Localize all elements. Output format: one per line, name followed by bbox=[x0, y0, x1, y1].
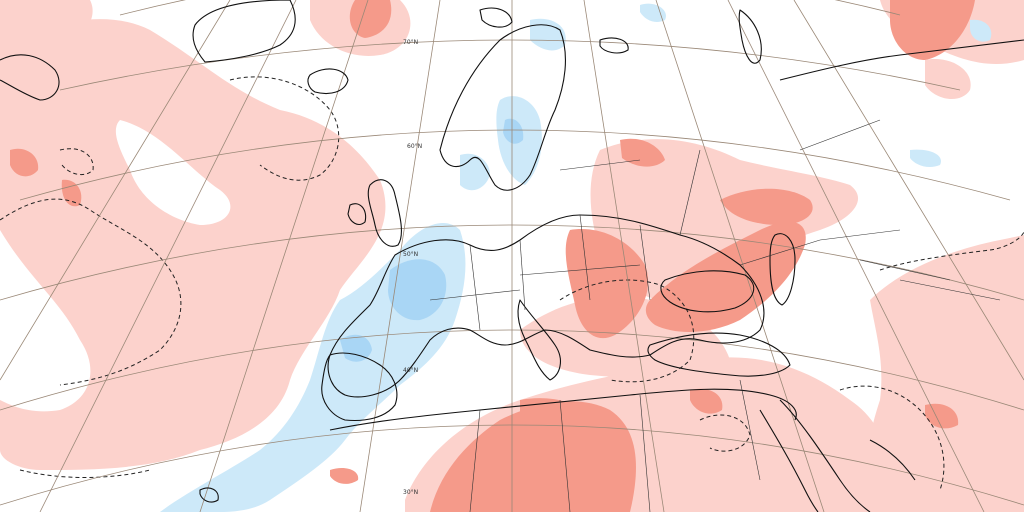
cool-anomaly-strong bbox=[340, 118, 524, 362]
lat-label-70: 70°N bbox=[403, 39, 418, 46]
lat-label-50: 50°N bbox=[403, 251, 418, 258]
lat-label-60: 60°N bbox=[407, 143, 422, 150]
anomaly-contours bbox=[0, 76, 1024, 491]
lat-label-40: 40°N bbox=[403, 367, 418, 374]
country-borders bbox=[429, 119, 1001, 512]
warm-anomaly-strong bbox=[10, 0, 975, 512]
lat-label-30: 30°N bbox=[403, 489, 418, 496]
latitude-labels: 70°N 60°N 50°N 40°N 30°N bbox=[403, 39, 422, 496]
